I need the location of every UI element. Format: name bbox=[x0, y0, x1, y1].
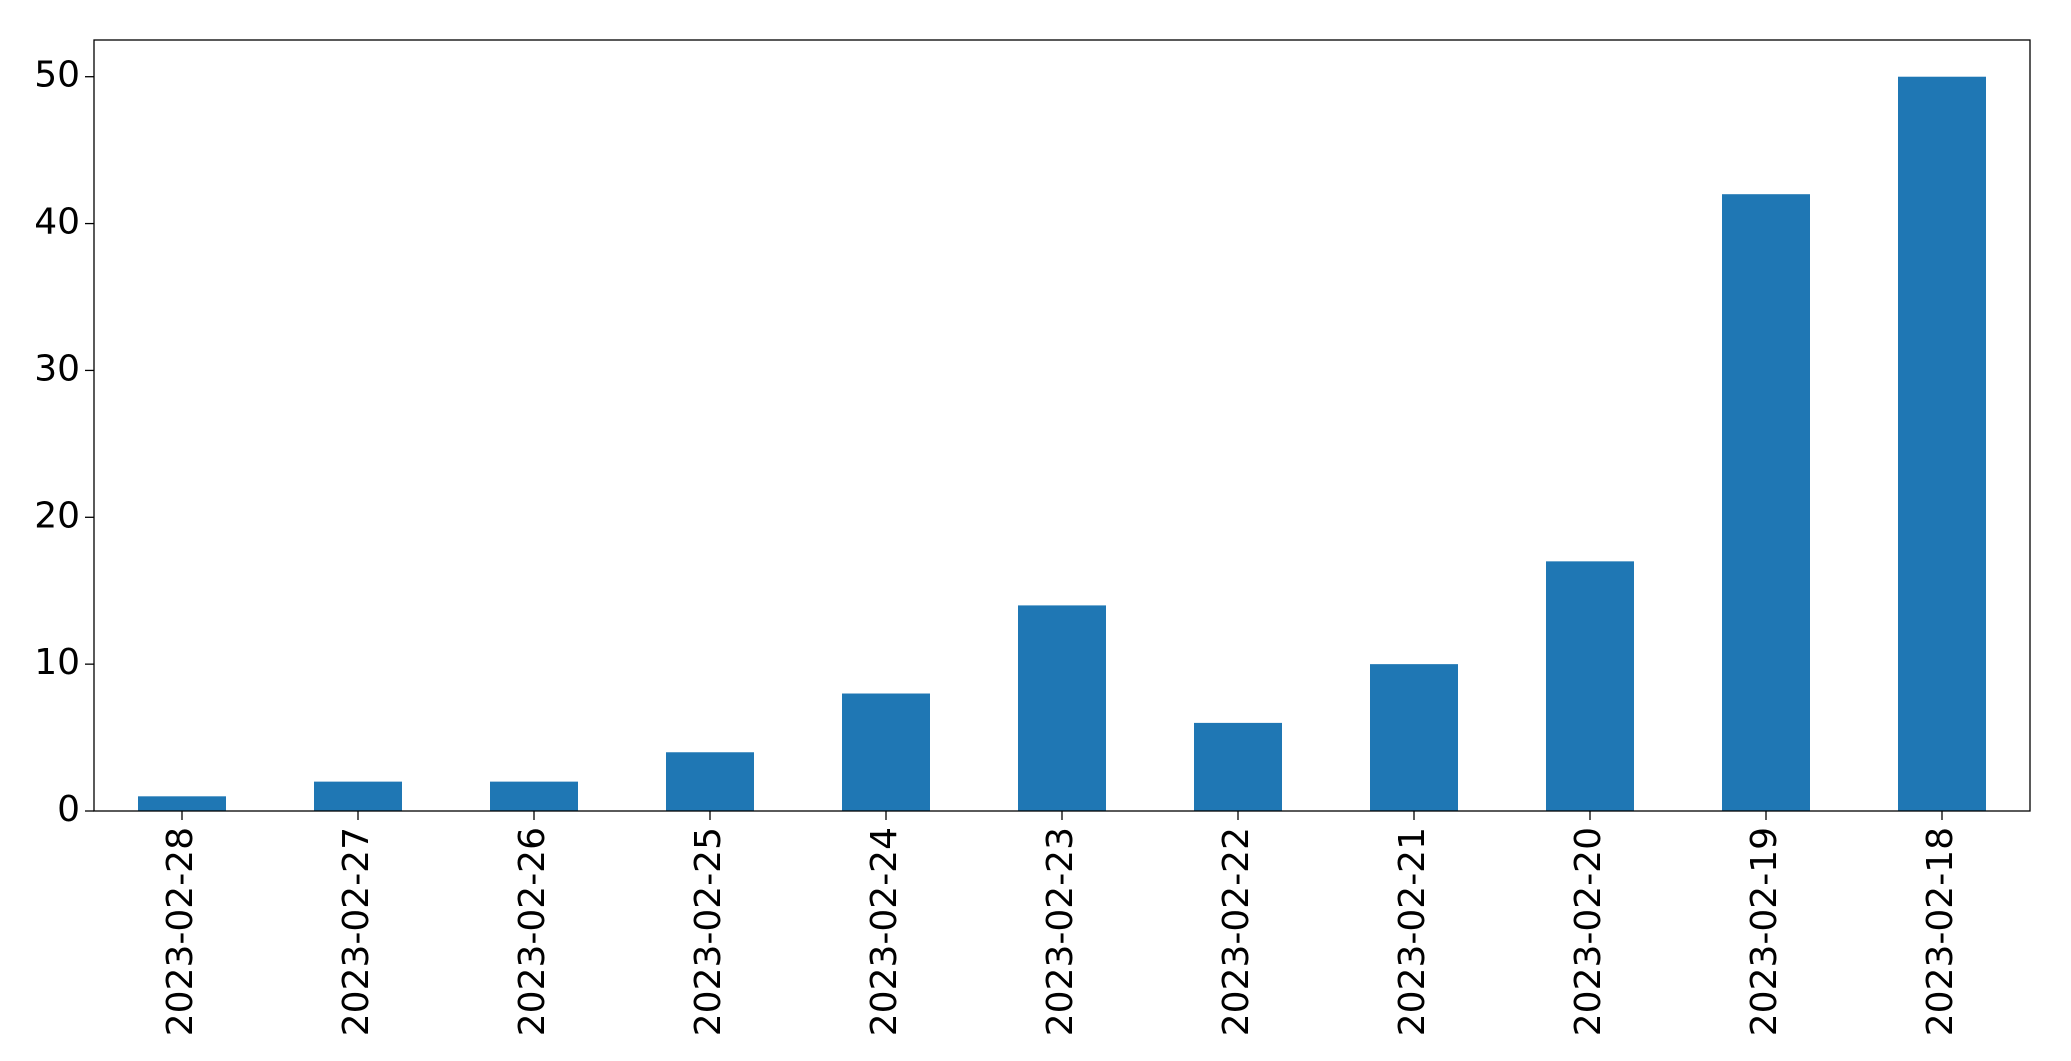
bar bbox=[490, 781, 578, 811]
x-tick-label: 2023-02-25 bbox=[688, 827, 729, 1036]
x-tick-label: 2023-02-20 bbox=[1568, 827, 1609, 1036]
bar bbox=[842, 693, 930, 811]
bar bbox=[1194, 722, 1282, 811]
x-tick-label: 2023-02-28 bbox=[160, 827, 201, 1036]
bar bbox=[1722, 194, 1810, 811]
y-tick-label: 50 bbox=[34, 55, 80, 96]
y-tick-label: 0 bbox=[57, 789, 80, 830]
plot-frame bbox=[93, 39, 2031, 812]
bar bbox=[138, 796, 226, 811]
bar bbox=[1898, 76, 1986, 811]
x-tick-label: 2023-02-19 bbox=[1744, 827, 1785, 1036]
x-tick-label: 2023-02-18 bbox=[1920, 827, 1961, 1036]
bar bbox=[1370, 664, 1458, 811]
y-tick-label: 40 bbox=[34, 202, 80, 243]
x-tick-label: 2023-02-22 bbox=[1216, 827, 1257, 1036]
bar bbox=[1018, 605, 1106, 811]
x-tick-label: 2023-02-21 bbox=[1392, 827, 1433, 1036]
bar bbox=[1546, 561, 1634, 811]
x-tick-label: 2023-02-24 bbox=[864, 827, 905, 1036]
x-tick-label: 2023-02-23 bbox=[1040, 827, 1081, 1036]
bar bbox=[666, 752, 754, 811]
bar bbox=[314, 781, 402, 811]
x-tick-label: 2023-02-27 bbox=[336, 827, 377, 1036]
y-tick-label: 10 bbox=[34, 642, 80, 683]
y-tick-label: 30 bbox=[34, 348, 80, 389]
x-tick-label: 2023-02-26 bbox=[512, 827, 553, 1036]
y-tick-label: 20 bbox=[34, 495, 80, 536]
